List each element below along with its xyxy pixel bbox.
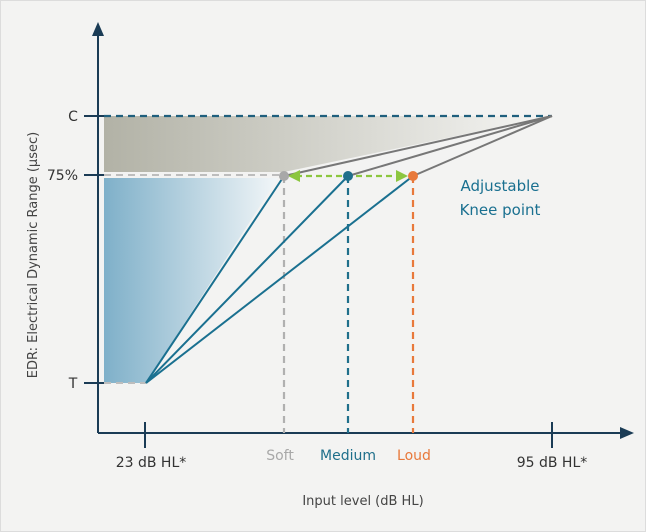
- upper-range-band: [104, 116, 552, 172]
- soft-knee-point: [279, 171, 289, 181]
- x-axis-title: Input level (dB HL): [302, 494, 423, 509]
- annotation-line-1: Adjustable: [461, 177, 540, 195]
- medium-knee-point: [343, 171, 353, 181]
- x-label-soft: Soft: [266, 448, 294, 464]
- loud-upper-segment: [412, 115, 553, 177]
- y-tick-label-t: T: [68, 376, 78, 392]
- annotation-line-2: Knee point: [460, 201, 541, 219]
- x-label-loud: Loud: [397, 448, 431, 464]
- lower-range-band: [104, 178, 278, 383]
- loud-lower-segment: [145, 175, 414, 384]
- x-label-medium: Medium: [320, 448, 376, 464]
- y-axis-title: EDR: Electrical Dynamic Range (µsec): [26, 132, 41, 378]
- knee-arrow-right-head: [396, 170, 408, 182]
- y-axis-arrow-head: [92, 22, 104, 36]
- knee-arrow-left-head: [288, 170, 300, 182]
- x-axis-arrow-head: [620, 427, 634, 439]
- medium-lower-segment: [145, 175, 349, 384]
- loud-knee-point: [408, 171, 418, 181]
- x-tick-label-min: 23 dB HL*: [116, 455, 187, 471]
- soft-upper-segment: [283, 115, 553, 177]
- y-tick-label-c: C: [68, 109, 78, 125]
- medium-upper-segment: [347, 115, 553, 177]
- y-tick-label-75: 75%: [47, 168, 78, 184]
- x-tick-label-max: 95 dB HL*: [517, 455, 588, 471]
- soft-lower-segment: [145, 175, 285, 384]
